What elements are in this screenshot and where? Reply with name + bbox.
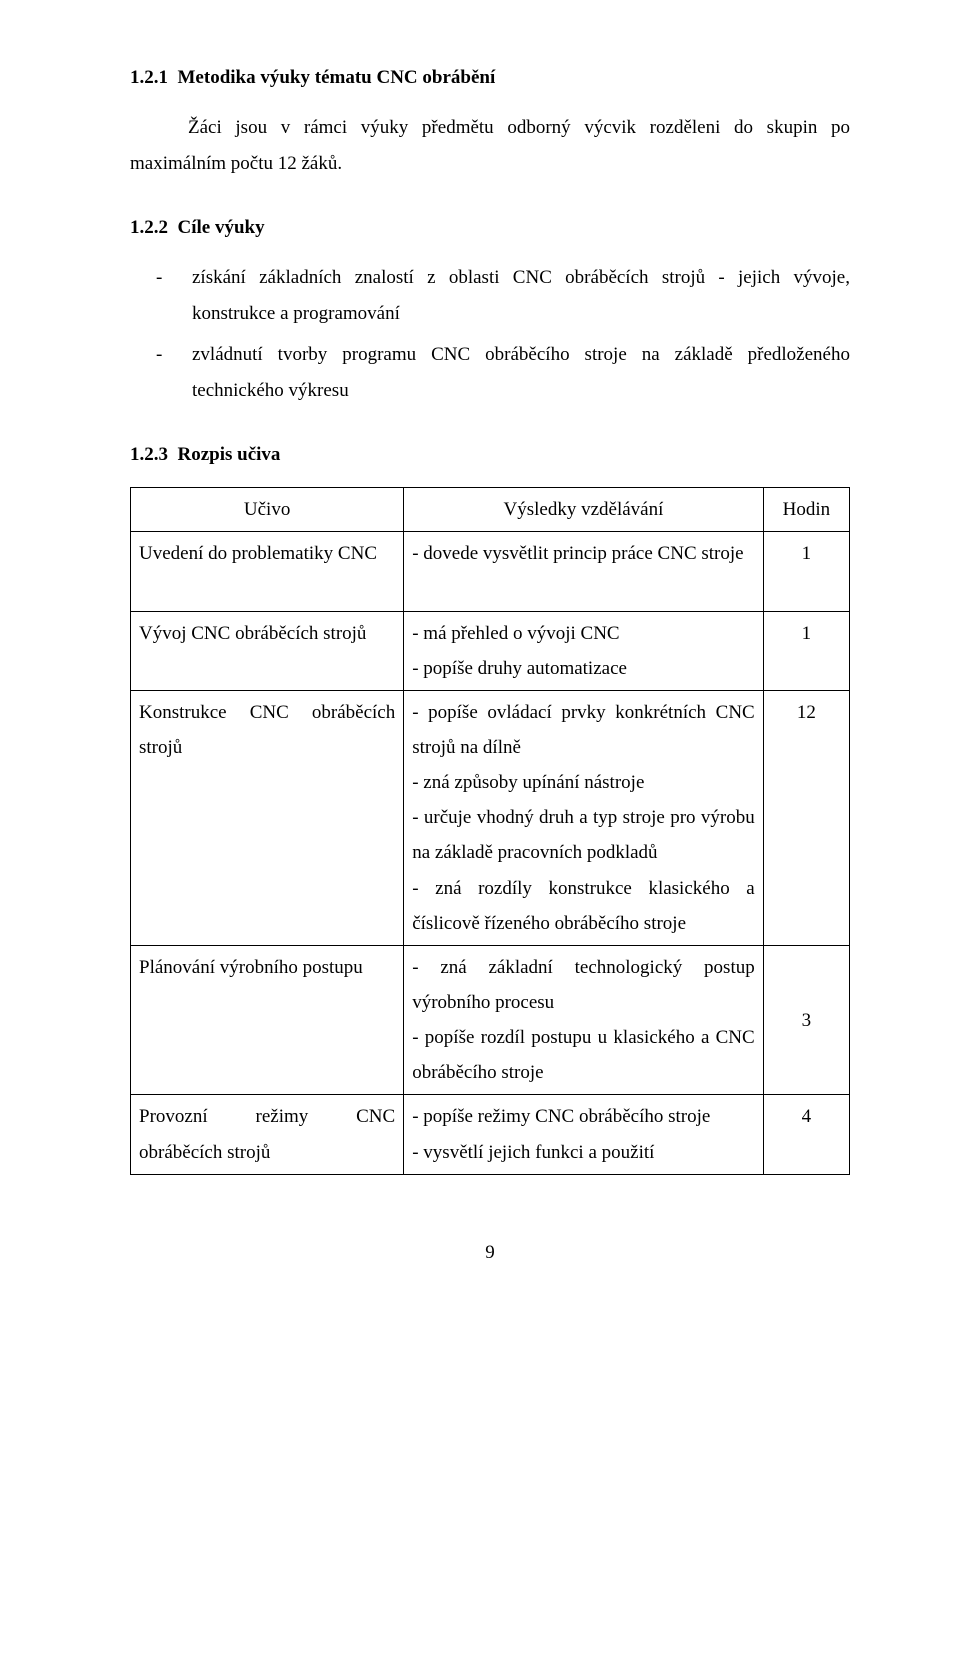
heading-title: Rozpis učiva [178,444,281,465]
th-topic: Učivo [131,487,404,531]
page-number: 9 [130,1235,850,1271]
list-item: - zvládnutí tvorby programu CNC obráběcí… [130,337,850,409]
heading-number: 1.2.2 [130,217,168,238]
cell-outcomes: - popíše režimy CNC obráběcího stroje - … [404,1095,764,1174]
heading-number: 1.2.3 [130,444,168,465]
cell-topic: Uvedení do problematiky CNC [131,531,404,575]
dash-icon: - [156,337,192,373]
cell-hours: 1 [763,611,849,690]
goals-list: - získání základních znalostí z oblasti … [130,260,850,408]
cell-hours: 1 [763,531,849,575]
curriculum-table: Učivo Výsledky vzdělávání Hodin Uvedení … [130,487,850,1175]
cell-topic: Plánování výrobního postupu [131,945,404,1095]
heading-title: Metodika výuky tématu CNC obrábění [178,67,496,88]
heading-1-2-1: 1.2.1 Metodika výuky tématu CNC obrábění [130,60,850,96]
list-item-text: získání základních znalostí z oblasti CN… [192,260,850,332]
th-outcomes: Výsledky vzdělávání [404,487,764,531]
cell-outcomes: - dovede vysvětlit princip práce CNC str… [404,531,764,575]
cell-topic: Provozní režimy CNC obráběcích strojů [131,1095,404,1174]
table-row: Plánování výrobního postupu - zná základ… [131,945,850,1095]
cell-outcomes: - popíše ovládací prvky konkrétních CNC … [404,690,764,945]
cell-hours: 12 [763,690,849,945]
heading-1-2-3: 1.2.3 Rozpis učiva [130,437,850,473]
list-item: - získání základních znalostí z oblasti … [130,260,850,332]
th-hours: Hodin [763,487,849,531]
dash-icon: - [156,260,192,296]
table-row: Vývoj CNC obráběcích strojů - má přehled… [131,611,850,690]
heading-1-2-2: 1.2.2 Cíle výuky [130,210,850,246]
section1-paragraph: Žáci jsou v rámci výuky předmětu odborný… [130,110,850,182]
cell-topic: Vývoj CNC obráběcích strojů [131,611,404,690]
cell-topic: Konstrukce CNC obráběcích strojů [131,690,404,945]
table-spacer-row [131,575,850,611]
cell-hours: 3 [763,945,849,1095]
cell-hours: 4 [763,1095,849,1174]
list-item-text: zvládnutí tvorby programu CNC obráběcího… [192,337,850,409]
heading-title: Cíle výuky [178,217,265,238]
heading-number: 1.2.1 [130,67,168,88]
cell-outcomes: - má přehled o vývoji CNC - popíše druhy… [404,611,764,690]
cell-outcomes: - zná základní technologický postup výro… [404,945,764,1095]
table-header-row: Učivo Výsledky vzdělávání Hodin [131,487,850,531]
table-row: Provozní režimy CNC obráběcích strojů - … [131,1095,850,1174]
table-row: Uvedení do problematiky CNC - dovede vys… [131,531,850,575]
table-row: Konstrukce CNC obráběcích strojů - popíš… [131,690,850,945]
